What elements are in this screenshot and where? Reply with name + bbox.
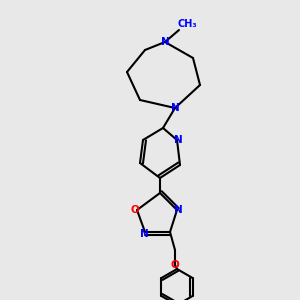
Text: O: O <box>130 205 140 215</box>
Text: N: N <box>171 103 179 113</box>
Text: N: N <box>174 205 182 215</box>
Text: N: N <box>140 229 148 239</box>
Text: N: N <box>174 135 182 145</box>
Text: O: O <box>171 260 179 270</box>
Text: CH₃: CH₃ <box>177 19 197 29</box>
Text: N: N <box>160 37 169 47</box>
